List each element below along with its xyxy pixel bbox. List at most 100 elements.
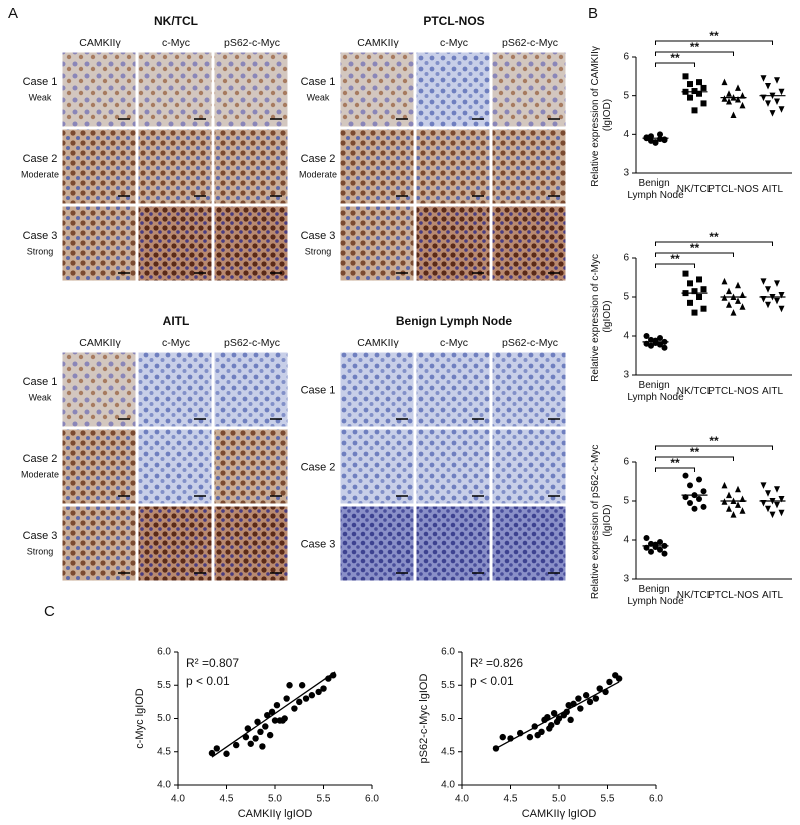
micrograph	[339, 205, 415, 282]
column-header: c-Myc	[162, 337, 190, 349]
y-axis-label: Relative expression of CAMKIIγ (lgIOD)	[590, 43, 613, 186]
y-tick-label: 3	[623, 168, 629, 179]
significance-label: **	[670, 456, 680, 470]
significance-bracket	[655, 467, 695, 472]
micrograph	[61, 428, 137, 505]
data-point	[286, 682, 293, 689]
micrograph	[339, 428, 415, 505]
data-point	[696, 294, 702, 300]
x-tick-label: AITL	[762, 184, 784, 195]
data-point	[721, 78, 728, 86]
data-point	[696, 496, 702, 503]
significance-label: **	[690, 40, 700, 54]
data-point	[582, 692, 590, 699]
y-tick-label: 4	[623, 331, 629, 342]
data-point	[283, 695, 290, 702]
panel-title: PTCL-NOS	[423, 14, 484, 28]
data-point	[739, 101, 746, 109]
panel-label: A	[8, 5, 18, 22]
micrograph	[137, 428, 213, 505]
data-point	[760, 75, 767, 82]
y-tick-label: 6	[623, 457, 629, 468]
micrograph	[213, 428, 289, 505]
data-point	[315, 688, 322, 696]
annotation: R² =0.826	[470, 656, 523, 670]
column-header: CAMKIIγ	[357, 337, 399, 349]
x-tick-label: PTCL-NOS	[708, 590, 759, 601]
data-point	[778, 292, 785, 299]
data-point	[774, 98, 780, 105]
data-point	[648, 548, 654, 555]
data-point	[298, 682, 306, 689]
data-point	[696, 276, 702, 283]
data-point	[652, 139, 659, 146]
row-label: Case 1	[23, 76, 58, 88]
data-point	[774, 77, 780, 84]
data-point	[696, 79, 702, 86]
data-point	[271, 717, 279, 724]
data-point	[760, 278, 767, 285]
data-point	[657, 546, 663, 553]
row-label: Case 3	[301, 230, 336, 242]
data-point	[273, 702, 281, 709]
column-header: CAMKIIγ	[79, 37, 121, 49]
panel-title: Benign Lymph Node	[396, 314, 513, 328]
significance-label: **	[709, 230, 719, 244]
data-point	[643, 535, 650, 542]
row-label: Case 2	[23, 153, 58, 165]
data-point	[296, 698, 303, 706]
data-point	[730, 111, 737, 118]
micrograph	[415, 351, 491, 428]
annotation: p < 0.01	[470, 674, 514, 688]
data-point	[696, 476, 702, 483]
data-point	[550, 709, 558, 717]
data-point	[726, 505, 732, 512]
data-point	[262, 723, 269, 730]
row-grade: Strong	[27, 246, 54, 256]
data-point	[735, 485, 741, 493]
data-point	[765, 100, 771, 107]
y-tick-label: 4.5	[441, 746, 455, 757]
y-tick-label: 6	[623, 52, 629, 63]
row-grade: Strong	[305, 246, 332, 256]
significance-label: **	[690, 445, 700, 459]
data-point	[247, 740, 254, 747]
y-axis-label: pS62-c-Myc lgIOD	[418, 674, 430, 764]
y-tick-label: 4	[623, 535, 629, 546]
data-point	[544, 713, 551, 721]
micrograph	[213, 351, 289, 428]
data-point	[657, 538, 663, 545]
micrograph	[213, 205, 289, 282]
data-point	[615, 675, 623, 682]
x-tick-label: 6.0	[649, 794, 663, 805]
data-point	[268, 708, 276, 716]
data-point	[739, 507, 746, 514]
panel-title: AITL	[163, 314, 190, 328]
panel-title: NK/TCL	[154, 14, 198, 28]
data-point	[563, 708, 570, 716]
row-label: Case 1	[301, 384, 336, 396]
data-point	[661, 136, 668, 143]
data-point	[765, 301, 771, 309]
data-point	[765, 83, 771, 90]
data-point	[682, 270, 689, 277]
significance-bracket	[655, 252, 734, 257]
y-tick-label: 5.5	[157, 680, 171, 691]
significance-bracket	[655, 456, 734, 461]
row-label: Case 2	[23, 453, 58, 465]
data-point	[586, 698, 594, 706]
micrograph	[415, 128, 491, 205]
data-point	[302, 695, 310, 702]
data-point	[721, 481, 728, 489]
data-point	[567, 716, 574, 724]
micrograph	[491, 428, 567, 505]
data-point	[765, 490, 771, 497]
data-point	[691, 107, 698, 114]
x-tick-label: NK/TCL	[677, 386, 713, 397]
annotation: p < 0.01	[186, 674, 230, 688]
data-point	[555, 715, 563, 722]
data-point	[213, 745, 220, 752]
data-point	[648, 342, 654, 349]
data-point	[687, 94, 693, 101]
data-point	[526, 733, 534, 741]
